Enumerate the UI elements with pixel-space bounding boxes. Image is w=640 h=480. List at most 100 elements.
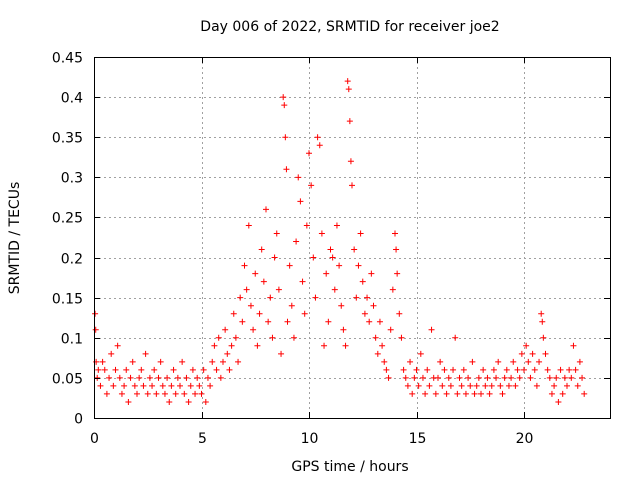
- data-point: [514, 366, 521, 373]
- data-point: [131, 382, 138, 389]
- x-tick-label: 0: [90, 431, 99, 447]
- data-point: [198, 390, 205, 397]
- data-point: [523, 342, 530, 349]
- data-point: [488, 382, 495, 389]
- data-point: [183, 374, 190, 381]
- data-point: [140, 382, 147, 389]
- data-point: [338, 302, 345, 309]
- data-point: [220, 358, 226, 365]
- data-point: [103, 390, 110, 397]
- data-point: [142, 350, 149, 357]
- data-point: [460, 366, 467, 373]
- data-point: [347, 158, 354, 165]
- data-point: [364, 294, 371, 301]
- data-point: [346, 118, 353, 125]
- data-point: [497, 382, 504, 389]
- data-point: [361, 310, 368, 317]
- data-point: [428, 326, 435, 333]
- data-point: [527, 374, 534, 381]
- data-point: [323, 270, 330, 277]
- y-tick-label: 0: [74, 412, 83, 428]
- data-point: [247, 302, 254, 309]
- data-point: [432, 390, 439, 397]
- data-point: [572, 366, 579, 373]
- data-point: [342, 342, 349, 349]
- data-point: [372, 334, 379, 341]
- data-point: [518, 350, 525, 357]
- data-point: [207, 382, 214, 389]
- data-point: [252, 270, 259, 277]
- data-point: [333, 222, 340, 229]
- data-point: [282, 134, 289, 141]
- data-point: [217, 374, 224, 381]
- data-point: [557, 366, 564, 373]
- data-point: [546, 374, 553, 381]
- data-point: [404, 382, 411, 389]
- data-point: [525, 358, 532, 365]
- y-axis-label: SRMTID / TECUs: [7, 182, 23, 295]
- data-point: [407, 358, 414, 365]
- data-point: [116, 374, 123, 381]
- data-point: [97, 382, 104, 389]
- data-point: [192, 390, 199, 397]
- data-point: [475, 374, 482, 381]
- data-point: [417, 350, 424, 357]
- data-point: [299, 278, 306, 285]
- data-point: [327, 246, 334, 253]
- data-point: [393, 246, 400, 253]
- data-point: [235, 358, 242, 365]
- data-point: [512, 382, 519, 389]
- data-point: [462, 390, 469, 397]
- data-point: [295, 174, 302, 181]
- data-point: [202, 398, 209, 405]
- data-point: [331, 286, 338, 293]
- data-point: [121, 382, 128, 389]
- data-point: [351, 246, 358, 253]
- data-point: [271, 254, 278, 261]
- axes: 0 0.05 0.1 0.15 0.2 0.25 0.3 0.35 0.4 0.45 0 5 10 15 2…: [52, 51, 610, 447]
- data-point: [310, 254, 317, 261]
- data-point: [478, 390, 484, 397]
- data-point: [529, 350, 536, 357]
- data-point: [155, 374, 162, 381]
- data-point: [254, 342, 261, 349]
- data-point: [101, 366, 108, 373]
- data-point: [179, 358, 186, 365]
- data-point: [215, 334, 222, 341]
- data-point: [402, 374, 409, 381]
- data-point: [281, 102, 288, 109]
- data-point: [536, 358, 543, 365]
- data-point: [303, 222, 310, 229]
- data-point: [480, 366, 487, 373]
- plot-frame: [94, 57, 611, 419]
- data-point: [146, 374, 153, 381]
- data-point: [204, 374, 211, 381]
- data-point: [144, 390, 151, 397]
- data-point: [574, 382, 581, 389]
- data-point: [508, 374, 515, 381]
- data-point: [564, 382, 570, 389]
- data-point: [473, 382, 480, 389]
- data-point: [241, 262, 248, 269]
- data-point: [443, 390, 450, 397]
- data-point: [308, 182, 315, 189]
- data-point: [245, 222, 252, 229]
- data-point: [495, 358, 502, 365]
- data-point: [200, 366, 207, 373]
- data-point: [467, 382, 474, 389]
- chart-title: Day 006 of 2022, SRMTID for receiver joe…: [200, 19, 499, 35]
- data-point: [275, 286, 282, 293]
- data-point: [579, 374, 586, 381]
- data-point: [187, 382, 194, 389]
- data-point: [325, 318, 332, 325]
- data-point: [366, 318, 373, 325]
- data-point: [415, 382, 422, 389]
- data-point: [437, 358, 444, 365]
- data-point: [499, 390, 506, 397]
- x-tick-label: 15: [409, 431, 427, 447]
- data-point: [125, 398, 132, 405]
- data-point: [278, 350, 285, 357]
- data-point: [112, 366, 119, 373]
- data-point: [353, 294, 360, 301]
